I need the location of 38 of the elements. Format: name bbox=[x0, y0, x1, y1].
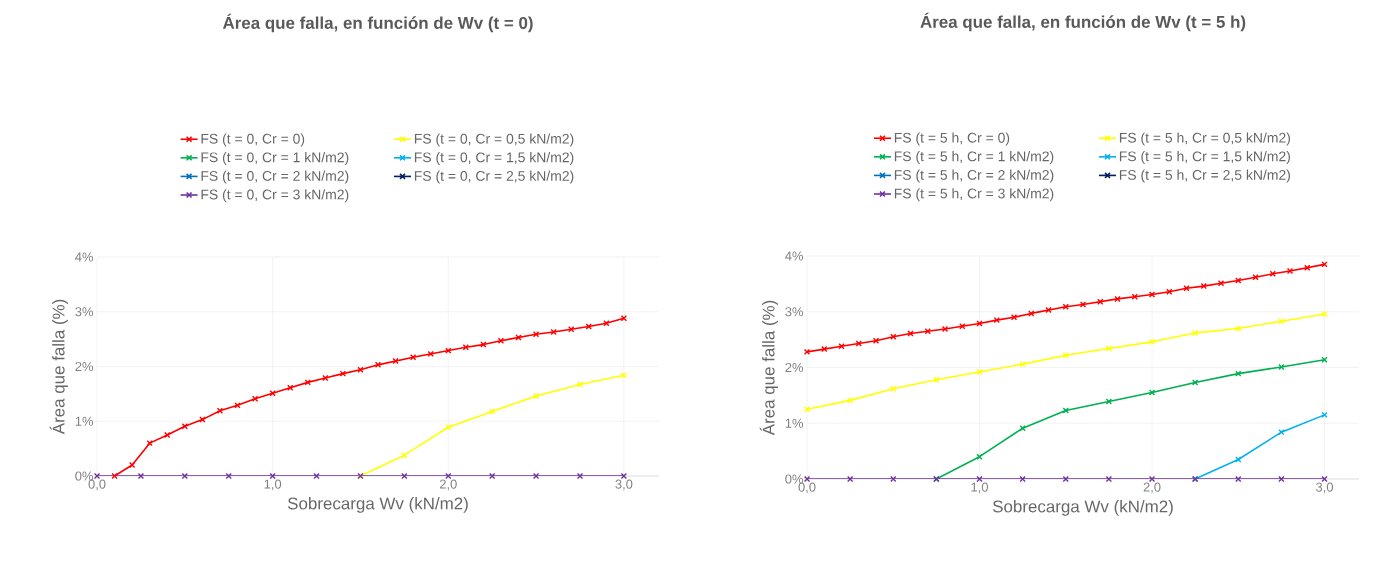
legend-label: FS (t = 5 h, Cr = 0,5 kN/m2) bbox=[1119, 132, 1290, 146]
legend-label: FS (t = 5 h, Cr = 2 kN/m2) bbox=[894, 169, 1054, 183]
legend-label: FS (t = 0, Cr = 1 kN/m2) bbox=[201, 152, 349, 166]
legend-label: FS (t = 0, Cr = 2,5 kN/m2) bbox=[414, 170, 574, 184]
x-tick-label: 0,0 bbox=[798, 482, 816, 494]
x-tick-label: 2,0 bbox=[1143, 482, 1161, 494]
legend-label: FS (t = 0, Cr = 2 kN/m2) bbox=[201, 170, 349, 184]
x-tick-label: 3,0 bbox=[615, 479, 633, 491]
y-tick-label: 1% bbox=[75, 416, 94, 426]
y-tick-label: 2% bbox=[785, 362, 804, 373]
chart-title: Área que falla, en función de Wv (t = 0) bbox=[222, 13, 533, 33]
legend-label: FS (t = 5 h, Cr = 1,5 kN/m2) bbox=[1119, 151, 1290, 165]
legend-label: FS (t = 0, Cr = 0) bbox=[201, 133, 305, 147]
x-axis-title: Sobrecarga Wv (kN/m2) bbox=[287, 497, 468, 513]
x-tick-label: 3,0 bbox=[1316, 482, 1334, 494]
y-tick-label: 0% bbox=[75, 471, 94, 481]
x-tick-label: 2,0 bbox=[439, 479, 457, 491]
legend-label: FS (t = 5 h, Cr = 0) bbox=[894, 132, 1010, 146]
y-tick-label: 3% bbox=[75, 307, 94, 317]
y-tick-label: 2% bbox=[75, 361, 94, 372]
y-tick-label: 4% bbox=[75, 252, 94, 262]
legend-label: FS (t = 0, Cr = 3 kN/m2) bbox=[201, 189, 349, 203]
y-tick-label: 0% bbox=[785, 474, 804, 484]
y-axis-title: Área que falla (%) bbox=[759, 300, 778, 436]
legend-label: FS (t = 5 h, Cr = 3 kN/m2) bbox=[894, 188, 1054, 202]
y-tick-label: 1% bbox=[785, 418, 804, 428]
legend-label: FS (t = 5 h, Cr = 2,5 kN/m2) bbox=[1119, 169, 1290, 183]
chart-title: Área que falla, en función de Wv (t = 5 h) bbox=[920, 12, 1246, 32]
legend-label: FS (t = 0, Cr = 0,5 kN/m2) bbox=[414, 133, 574, 147]
y-tick-label: 3% bbox=[785, 307, 804, 317]
legend-label: FS (t = 0, Cr = 1,5 kN/m2) bbox=[414, 152, 574, 166]
x-tick-label: 1,0 bbox=[264, 479, 282, 491]
x-tick-label: 1,0 bbox=[971, 482, 989, 494]
x-tick-label: 0,0 bbox=[88, 479, 106, 491]
y-axis-title: Área que falla (%) bbox=[49, 299, 68, 435]
x-axis-title: Sobrecarga Wv (kN/m2) bbox=[992, 500, 1173, 516]
legend-label: FS (t = 5 h, Cr = 1 kN/m2) bbox=[894, 151, 1054, 165]
y-tick-label: 4% bbox=[785, 251, 804, 261]
